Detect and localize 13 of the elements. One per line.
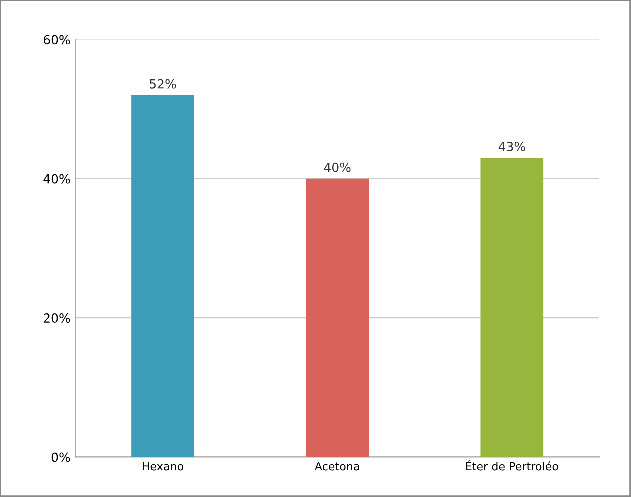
data-label: 40%	[324, 162, 351, 172]
y-tick-label: 20%	[44, 314, 70, 324]
bar	[306, 178, 370, 458]
y-tick-label: 0%	[52, 452, 70, 462]
bar	[132, 95, 194, 458]
y-tick-label: 40%	[44, 174, 70, 184]
x-tick-label: Acetona	[314, 462, 360, 471]
y-tick-label: 60%	[44, 35, 70, 45]
x-tick-label: Éter de Pertroléo	[466, 460, 558, 471]
data-label: 43%	[498, 142, 526, 152]
data-label: 52%	[150, 79, 176, 89]
x-tick-label: Hexano	[142, 462, 184, 471]
bar	[480, 158, 544, 458]
